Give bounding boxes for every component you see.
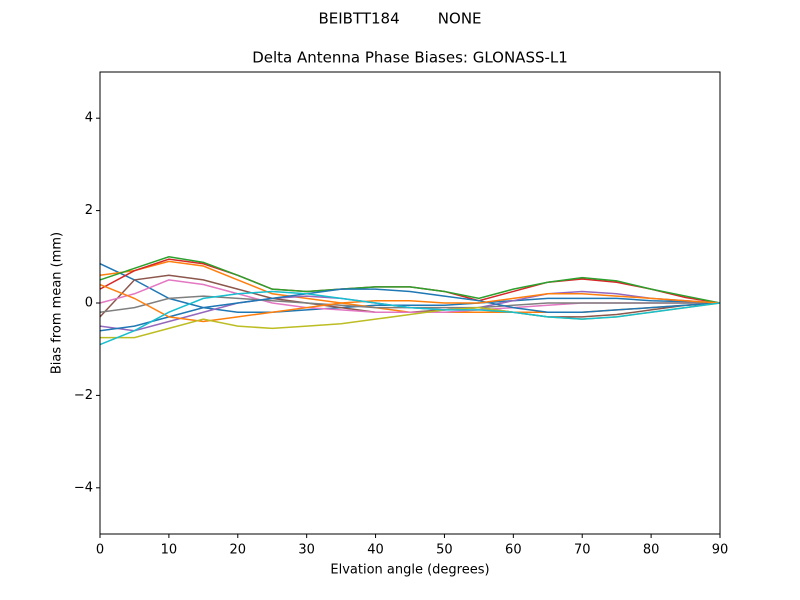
chart-suptitle: BEIBTT184 NONE: [318, 10, 481, 28]
x-tick-label: 40: [367, 543, 384, 558]
x-tick-label: 80: [643, 543, 660, 558]
x-tick-label: 60: [505, 543, 522, 558]
y-tick-label: 2: [85, 203, 93, 218]
x-tick-label: 10: [161, 543, 178, 558]
x-tick-label: 30: [298, 543, 315, 558]
series-line: [99, 288, 721, 332]
y-tick-label: 4: [85, 111, 93, 126]
x-axis-label: Elvation angle (degrees): [330, 563, 489, 578]
y-tick-label: −4: [74, 480, 93, 495]
plot-frame: [99, 71, 721, 535]
series-line: [99, 290, 721, 346]
x-tick-label: 20: [230, 543, 247, 558]
x-tick-label: 50: [436, 543, 453, 558]
y-axis-label: Bias from mean (mm): [50, 232, 65, 374]
x-tick-label: 90: [712, 543, 729, 558]
series-line: [99, 283, 721, 323]
y-tick-label: −2: [74, 388, 93, 403]
chart-title: Delta Antenna Phase Biases: GLONASS-L1: [252, 49, 568, 67]
series-line: [99, 256, 721, 304]
y-tick-label: 0: [85, 296, 93, 311]
x-tick-label: 0: [96, 543, 104, 558]
x-tick-label: 70: [574, 543, 591, 558]
